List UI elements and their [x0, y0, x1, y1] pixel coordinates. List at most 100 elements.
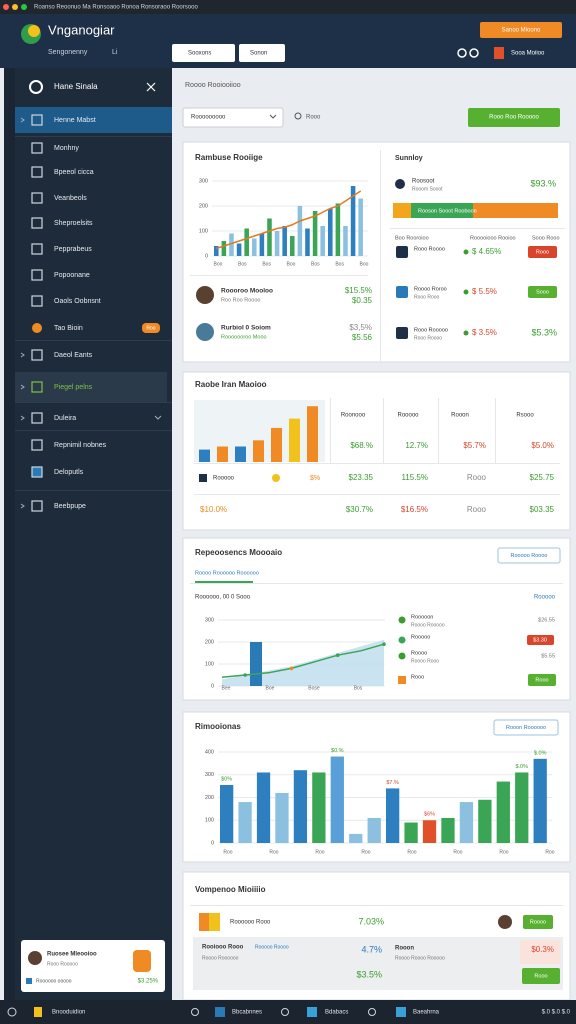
menu-item[interactable]: Monhny — [54, 145, 79, 152]
action-label[interactable]: Sanoo Mioono — [502, 28, 541, 34]
tab[interactable]: Roooo Roooooo Roooooo — [195, 570, 259, 576]
divider — [15, 430, 172, 431]
y-tick-label: 400 — [205, 749, 214, 755]
card-title: Repeoosencs Moooaio — [195, 548, 282, 557]
menu-item[interactable]: Bpeeol cicca — [54, 169, 94, 176]
button[interactable] — [497, 547, 561, 564]
bar — [236, 243, 242, 256]
summary-name: Roosoot — [412, 179, 435, 185]
tab-underline — [195, 581, 253, 583]
menu-item[interactable]: Pepprabeus — [54, 246, 92, 253]
settings-icon — [29, 80, 43, 94]
filter-label[interactable]: Sonon — [250, 51, 267, 57]
person-name: Roooroo Mooloo — [221, 288, 273, 295]
x-tick-label: Roo — [223, 849, 232, 855]
task-item[interactable]: Bdabacs — [325, 1010, 348, 1016]
select-label[interactable]: Rooooooooo — [191, 115, 226, 121]
primary-button[interactable] — [468, 108, 560, 127]
divider — [15, 136, 172, 137]
menu-item[interactable]: Popoonane — [54, 272, 90, 279]
menu-item[interactable]: Sheproelsits — [54, 220, 93, 227]
menu-item[interactable]: Deloputls — [54, 469, 84, 476]
button[interactable] — [528, 286, 557, 298]
button[interactable] — [528, 674, 556, 686]
legend-icon — [398, 616, 406, 624]
bar — [320, 226, 325, 256]
close-icon[interactable] — [146, 82, 156, 92]
task-item[interactable]: Bnooduidion — [52, 1010, 85, 1016]
button[interactable] — [522, 968, 560, 984]
search-label: Rooo — [306, 115, 321, 121]
y-tick-label: 0 — [205, 253, 208, 259]
button-label[interactable]: Rooo — [536, 249, 549, 255]
action-button[interactable] — [480, 22, 562, 38]
x-tick-label: Bos — [354, 685, 363, 691]
divider — [380, 150, 381, 362]
x-tick-label: Boe — [266, 685, 275, 691]
legend-name: Rooooo — [411, 634, 430, 640]
person-sub: Rooooooroo Mooo — [221, 334, 267, 340]
bar — [217, 446, 228, 462]
button-label[interactable]: Rooo — [534, 973, 547, 979]
divider — [390, 228, 565, 229]
menu-icon — [31, 349, 43, 361]
start-icon — [7, 1007, 17, 1017]
chevron — [20, 117, 25, 123]
task-item[interactable]: Bbcabnnes — [232, 1010, 262, 1016]
bar — [441, 817, 455, 843]
bar — [274, 231, 280, 256]
button-label[interactable]: Roooo — [530, 919, 546, 925]
button-label[interactable]: Rooo Roo Rooooo — [489, 115, 539, 121]
title-bar — [0, 0, 576, 14]
menu-item[interactable]: Repnimil nobnes — [54, 442, 107, 449]
link[interactable]: Rooooo — [534, 595, 556, 601]
button-label[interactable]: Rooooo Roooo — [510, 553, 547, 559]
value-pill — [527, 635, 554, 645]
cell: $25.75 — [530, 473, 555, 482]
user-role: Rooo Rooooo — [47, 961, 78, 967]
button-label[interactable]: Rooon Roooooo — [506, 725, 546, 731]
cell: Rooooo — [213, 476, 235, 482]
x-tick-label: Roo — [361, 849, 370, 855]
menu-icon — [31, 217, 43, 229]
bar — [214, 246, 219, 256]
search-button[interactable] — [172, 44, 235, 62]
column-header: Sooo Rooo — [532, 235, 560, 241]
button-label[interactable]: Rooo — [535, 677, 548, 683]
bar — [358, 198, 363, 256]
person-name: Rurbiol 0 Soiom — [221, 325, 271, 332]
cell: $5.0% — [531, 441, 554, 450]
legend-sub: Roooo Rooooo — [411, 622, 445, 628]
chevron — [20, 415, 25, 421]
menu-item[interactable]: Tao Bioin — [54, 325, 83, 332]
divider — [194, 463, 560, 464]
filter-button[interactable] — [239, 44, 285, 62]
avatar — [196, 323, 214, 341]
button-label[interactable]: Sooo — [536, 289, 549, 295]
menu-item[interactable]: Oaols Oobnsnt — [54, 298, 101, 305]
bar — [343, 226, 348, 256]
menu-item[interactable]: Piegel pelns — [54, 384, 93, 391]
menu-item[interactable]: Daeol Eants — [54, 352, 93, 359]
legend-value: $5.55 — [541, 653, 555, 659]
sidebar-title: Hane Sinala — [54, 82, 98, 91]
menu-item[interactable]: Beebpupe — [54, 503, 86, 510]
menu-item[interactable]: Duleira — [54, 415, 76, 422]
button[interactable] — [523, 915, 553, 929]
sidebar — [15, 68, 172, 1000]
icon — [469, 48, 479, 58]
task-item[interactable]: Baeahrna — [413, 1010, 440, 1016]
button[interactable] — [528, 246, 557, 258]
chart-subtitle: Roooooo, 00 0 Sooo — [195, 595, 251, 601]
button[interactable] — [493, 719, 559, 736]
x-tick-label: Boo — [287, 261, 296, 267]
menu-item[interactable]: Henne Mabst — [54, 117, 96, 124]
cell: $23.35 — [349, 473, 374, 482]
menu-item[interactable]: Veanbeols — [54, 195, 87, 202]
search-label[interactable]: Sooxons — [188, 51, 211, 57]
bar — [252, 238, 257, 256]
row-icon — [396, 286, 408, 298]
select-box[interactable] — [182, 107, 284, 128]
x-tick-label: Bos — [335, 261, 344, 267]
menu-icon — [32, 323, 42, 333]
